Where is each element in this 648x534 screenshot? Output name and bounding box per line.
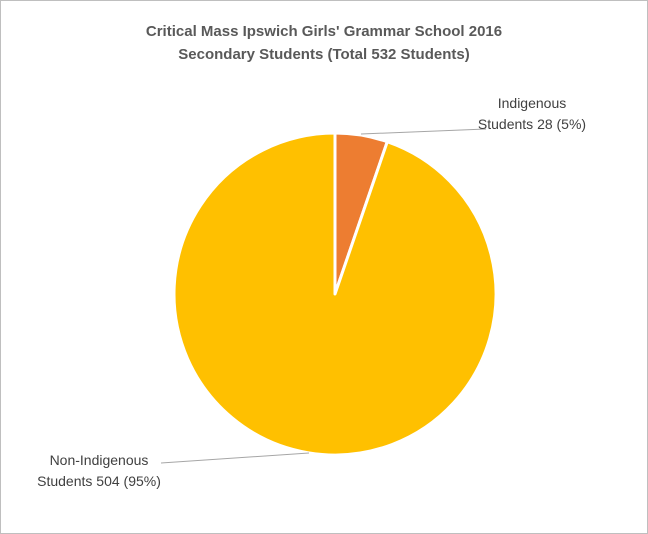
pie-slice [172, 131, 498, 457]
data-label: Non-Indigenous Students 504 (95%) [34, 450, 164, 492]
label-value: 28 (5%) [537, 116, 587, 132]
pie [172, 131, 498, 457]
label-category: Indigenous Students [477, 95, 567, 132]
label-category: Non-Indigenous Students [37, 452, 149, 489]
chart-subtitle: Secondary Students (Total 532 Students) [178, 46, 469, 63]
leader-line [160, 452, 310, 464]
chart-title: Critical Mass Ipswich Girls' Grammar Sch… [146, 23, 502, 40]
data-label: Indigenous Students 28 (5%) [477, 93, 587, 135]
label-value: 504 (95%) [96, 473, 161, 489]
leader-line [360, 128, 487, 135]
